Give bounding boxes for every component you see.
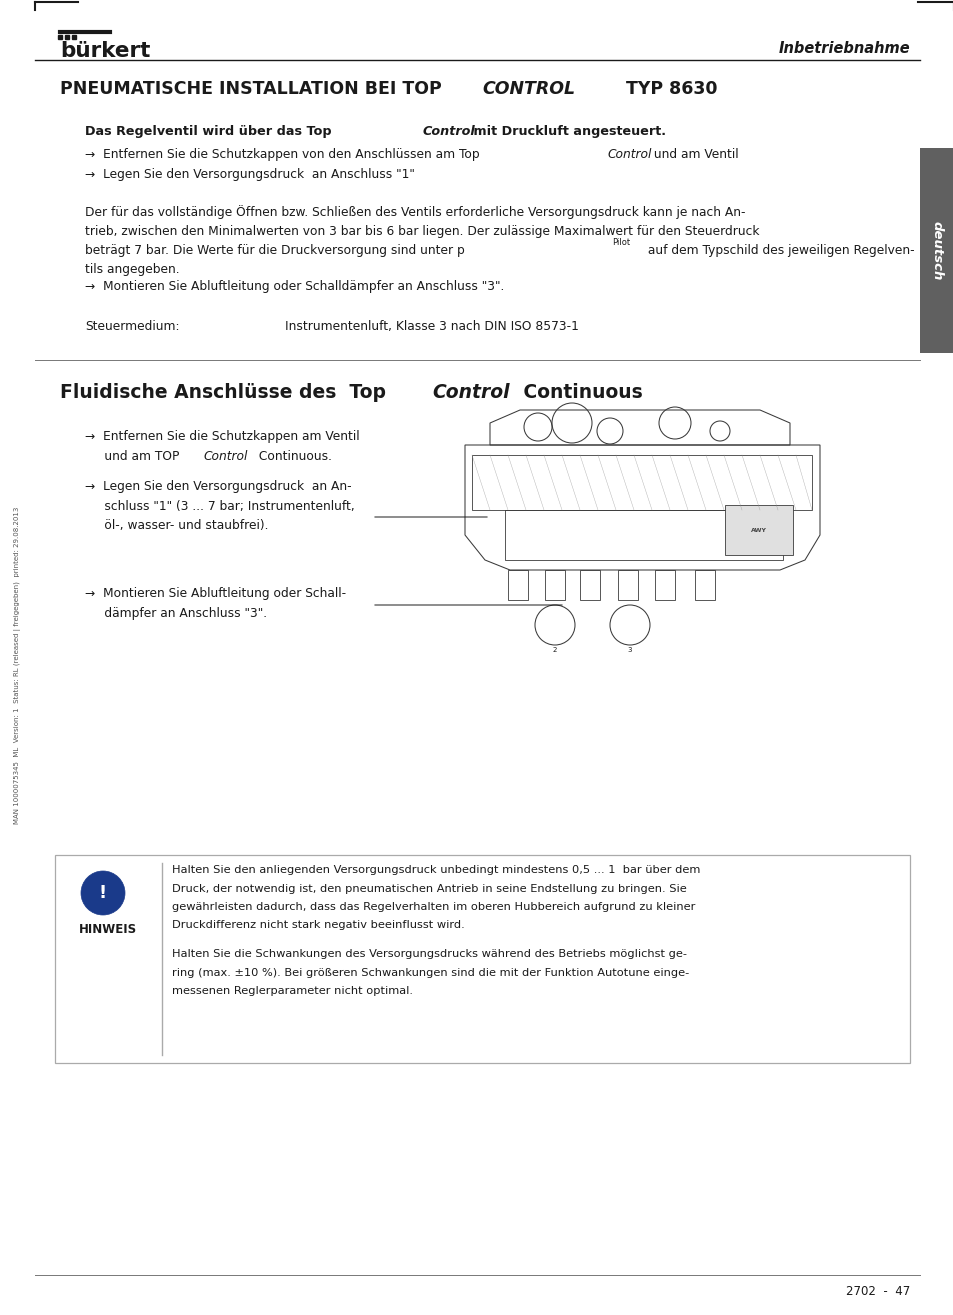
- Text: HINWEIS: HINWEIS: [79, 923, 137, 936]
- Text: AWY: AWY: [750, 527, 766, 533]
- Text: →  Montieren Sie Abluftleitung oder Schall-: → Montieren Sie Abluftleitung oder Schal…: [85, 586, 346, 600]
- Text: →  Entfernen Sie die Schutzkappen am Ventil: → Entfernen Sie die Schutzkappen am Vent…: [85, 430, 359, 443]
- Text: Das Regelventil wird über das Top: Das Regelventil wird über das Top: [85, 125, 332, 138]
- Text: Pilot: Pilot: [612, 238, 630, 247]
- Circle shape: [81, 871, 125, 915]
- Text: Fluidische Anschlüsse des  Top: Fluidische Anschlüsse des Top: [60, 383, 386, 402]
- Bar: [472, 455, 811, 510]
- Text: bürkert: bürkert: [60, 41, 151, 60]
- Text: Steuermedium:: Steuermedium:: [85, 320, 179, 333]
- Text: ring (max. ±10 %). Bei größeren Schwankungen sind die mit der Funktion Autotune : ring (max. ±10 %). Bei größeren Schwanku…: [172, 968, 688, 977]
- Text: →  Montieren Sie Abluftleitung oder Schalldämpfer an Anschluss "3".: → Montieren Sie Abluftleitung oder Schal…: [85, 280, 504, 293]
- Bar: [55, 855, 909, 1063]
- Text: Continuous: Continuous: [517, 383, 642, 402]
- Bar: [695, 569, 714, 600]
- Text: TYP 8630: TYP 8630: [619, 80, 717, 99]
- Text: CONTROL: CONTROL: [481, 80, 575, 99]
- Text: Der für das vollständige Öffnen bzw. Schließen des Ventils erforderliche Versorg: Der für das vollständige Öffnen bzw. Sch…: [85, 205, 744, 220]
- Text: auf dem Typschild des jeweiligen Regelven-: auf dem Typschild des jeweiligen Regelve…: [643, 245, 914, 256]
- Text: →  Legen Sie den Versorgungsdruck  an An-: → Legen Sie den Versorgungsdruck an An-: [85, 480, 352, 493]
- Text: und am TOP: und am TOP: [85, 450, 179, 463]
- Text: MAN 1000075345  ML  Version: 1  Status: RL (released | freigegeben)  printed: 29: MAN 1000075345 ML Version: 1 Status: RL …: [14, 506, 22, 823]
- Text: Halten Sie den anliegenden Versorgungsdruck unbedingt mindestens 0,5 ... 1  bar : Halten Sie den anliegenden Versorgungsdr…: [172, 865, 700, 874]
- Text: PNEUMATISCHE INSTALLATION BEI TOP: PNEUMATISCHE INSTALLATION BEI TOP: [60, 80, 441, 99]
- Text: Control: Control: [432, 383, 509, 402]
- Text: !: !: [99, 884, 107, 902]
- Text: Druck, der notwendig ist, den pneumatischen Antrieb in seine Endstellung zu brin: Druck, der notwendig ist, den pneumatisc…: [172, 884, 686, 893]
- Text: 2702  -  47: 2702 - 47: [845, 1285, 909, 1298]
- Text: und am Ventil: und am Ventil: [649, 149, 738, 160]
- Text: deutsch: deutsch: [929, 221, 943, 280]
- Text: Instrumentenluft, Klasse 3 nach DIN ISO 8573-1: Instrumentenluft, Klasse 3 nach DIN ISO …: [285, 320, 578, 333]
- Text: messenen Reglerparameter nicht optimal.: messenen Reglerparameter nicht optimal.: [172, 986, 413, 995]
- Text: Control: Control: [422, 125, 476, 138]
- Bar: [507, 569, 527, 600]
- Text: Halten Sie die Schwankungen des Versorgungsdrucks während des Betriebs möglichst: Halten Sie die Schwankungen des Versorgu…: [172, 949, 686, 959]
- Bar: [544, 569, 564, 600]
- Text: Control: Control: [203, 450, 247, 463]
- Text: 2: 2: [552, 647, 557, 654]
- Text: tils angegeben.: tils angegeben.: [85, 263, 179, 276]
- Text: öl-, wasser- und staubfrei).: öl-, wasser- und staubfrei).: [85, 519, 268, 533]
- Bar: [655, 569, 675, 600]
- Text: mit Druckluft angesteuert.: mit Druckluft angesteuert.: [469, 125, 665, 138]
- Text: →  Legen Sie den Versorgungsdruck  an Anschluss "1": → Legen Sie den Versorgungsdruck an Ansc…: [85, 168, 415, 181]
- Bar: [919, 149, 953, 352]
- Text: schluss "1" (3 ... 7 bar; Instrumentenluft,: schluss "1" (3 ... 7 bar; Instrumentenlu…: [85, 500, 355, 513]
- Text: →  Entfernen Sie die Schutzkappen von den Anschlüssen am Top: → Entfernen Sie die Schutzkappen von den…: [85, 149, 479, 160]
- Bar: [618, 569, 638, 600]
- Text: dämpfer an Anschluss "3".: dämpfer an Anschluss "3".: [85, 606, 267, 619]
- Text: 3: 3: [627, 647, 632, 654]
- Text: Control: Control: [606, 149, 651, 160]
- Text: gewährleisten dadurch, dass das Regelverhalten im oberen Hubbereich aufgrund zu : gewährleisten dadurch, dass das Regelver…: [172, 902, 695, 913]
- Bar: [579, 569, 599, 600]
- Bar: [504, 510, 782, 560]
- Text: Continuous.: Continuous.: [254, 450, 332, 463]
- Bar: [724, 505, 792, 555]
- Text: Druckdifferenz nicht stark negativ beeinflusst wird.: Druckdifferenz nicht stark negativ beein…: [172, 920, 464, 931]
- Text: beträgt 7 bar. Die Werte für die Druckversorgung sind unter p: beträgt 7 bar. Die Werte für die Druckve…: [85, 245, 464, 256]
- Text: trieb, zwischen den Minimalwerten von 3 bar bis 6 bar liegen. Der zulässige Maxi: trieb, zwischen den Minimalwerten von 3 …: [85, 225, 759, 238]
- Text: Inbetriebnahme: Inbetriebnahme: [778, 41, 909, 57]
